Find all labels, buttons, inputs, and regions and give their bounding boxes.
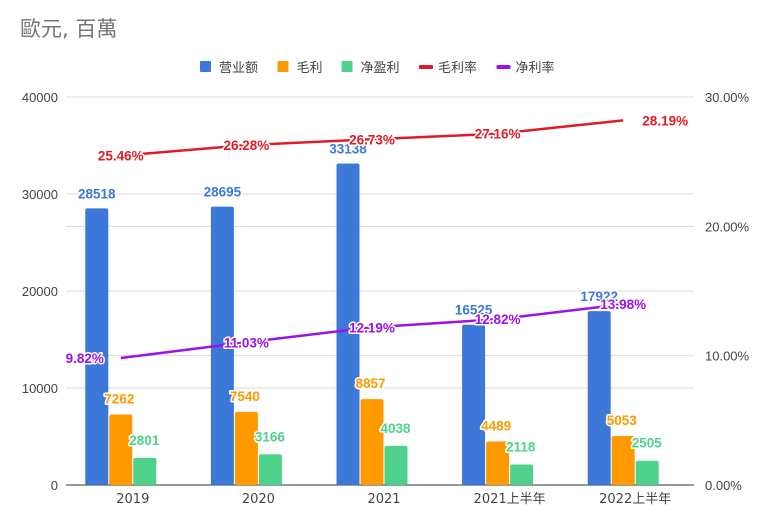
- bar-data-label: 17922: [580, 289, 618, 304]
- gridlines: [66, 96, 694, 486]
- bar-data-label: 4489: [481, 418, 511, 433]
- bar: [462, 324, 486, 485]
- left-tick-label: 40000: [22, 90, 58, 105]
- x-tick-label: 2020: [242, 492, 275, 507]
- bar-data-label: 8857: [356, 376, 386, 391]
- line-data-label: 13.98%: [600, 297, 646, 312]
- x-tick-label: 2022上半年: [599, 492, 671, 507]
- legend-swatch: [277, 61, 289, 72]
- left-axis: 0 10000 20000 30000 40000: [22, 90, 58, 493]
- right-tick-label: 0.00%: [705, 478, 742, 493]
- bar: [510, 464, 534, 485]
- line-data-label: 12.82%: [475, 312, 521, 327]
- x-tick-label: 2021上半年: [474, 492, 546, 507]
- bar: [258, 454, 282, 485]
- bar: [85, 208, 109, 485]
- bar: [635, 460, 659, 485]
- legend-label: 净利率: [516, 60, 555, 76]
- data-labels: 28518 28695 33138 16525 17922 7262 7540 8857 448…: [64, 112, 689, 456]
- right-tick-label: 10.00%: [705, 349, 750, 364]
- bar: [336, 163, 360, 485]
- bar-data-label: 28695: [204, 185, 242, 200]
- line-data-label: 28.19%: [642, 113, 688, 128]
- bar: [384, 445, 408, 485]
- bar-data-label: 33138: [329, 142, 367, 157]
- bar: [611, 435, 635, 485]
- line-data-label: 11.03%: [224, 335, 269, 350]
- legend-swatch: [200, 61, 211, 72]
- bar: [234, 411, 258, 485]
- line-data-label: 25.46%: [98, 149, 144, 164]
- bar: [360, 399, 384, 485]
- bar-data-label: 4038: [381, 421, 412, 436]
- left-tick-label: 0: [51, 478, 58, 493]
- x-tick-label: 2019: [116, 492, 149, 507]
- bar-data-label: 2505: [632, 436, 663, 451]
- x-tick-label: 2021: [367, 492, 400, 507]
- line-data-label: 26.73%: [349, 132, 395, 147]
- left-tick-label: 30000: [22, 187, 58, 202]
- bar-data-label: 2801: [129, 433, 160, 448]
- left-tick-label: 10000: [22, 381, 58, 396]
- line-data-label: 12.19%: [349, 320, 395, 335]
- bar: [587, 311, 611, 485]
- bar-data-label: 2118: [506, 439, 536, 454]
- line-data-label: 9.82%: [66, 351, 104, 366]
- right-axis: 0.00% 10.00% 20.00% 30.00%: [705, 90, 750, 493]
- bar: [109, 414, 133, 485]
- bar-data-label: 3166: [255, 429, 286, 444]
- legend-swatch: [419, 65, 433, 69]
- line-data-label: 27.16%: [475, 127, 521, 142]
- bar: [133, 457, 157, 485]
- bar-data-label: 28518: [78, 186, 116, 201]
- bar-data-label: 7262: [104, 392, 134, 407]
- legend-swatch: [496, 65, 511, 69]
- line-series: [120, 119, 624, 157]
- legend-label: 毛利率: [438, 60, 477, 76]
- bar-data-label: 5053: [607, 413, 638, 428]
- bar: [486, 441, 510, 485]
- bar-data-label: 16525: [455, 303, 493, 318]
- bars: [85, 163, 659, 485]
- x-axis: 2019 2020 2021 2021上半年 2022上半年: [116, 492, 671, 507]
- legend-label: 净盈利: [361, 61, 400, 76]
- legend-swatch: [341, 61, 353, 72]
- chart-title: 歐元, 百萬: [20, 17, 117, 41]
- legend-label: 营业额: [219, 61, 258, 76]
- legend-label: 毛利: [297, 61, 323, 76]
- right-tick-label: 30.00%: [705, 90, 750, 105]
- left-tick-label: 20000: [22, 284, 58, 299]
- lines: [120, 119, 624, 360]
- line-data-label: 26.28%: [224, 138, 270, 153]
- bar-data-label: 7540: [230, 389, 260, 404]
- legend: 营业额 毛利 净盈利 毛利率 净利率: [200, 60, 555, 76]
- line-series: [120, 302, 624, 360]
- right-tick-label: 20.00%: [705, 219, 750, 234]
